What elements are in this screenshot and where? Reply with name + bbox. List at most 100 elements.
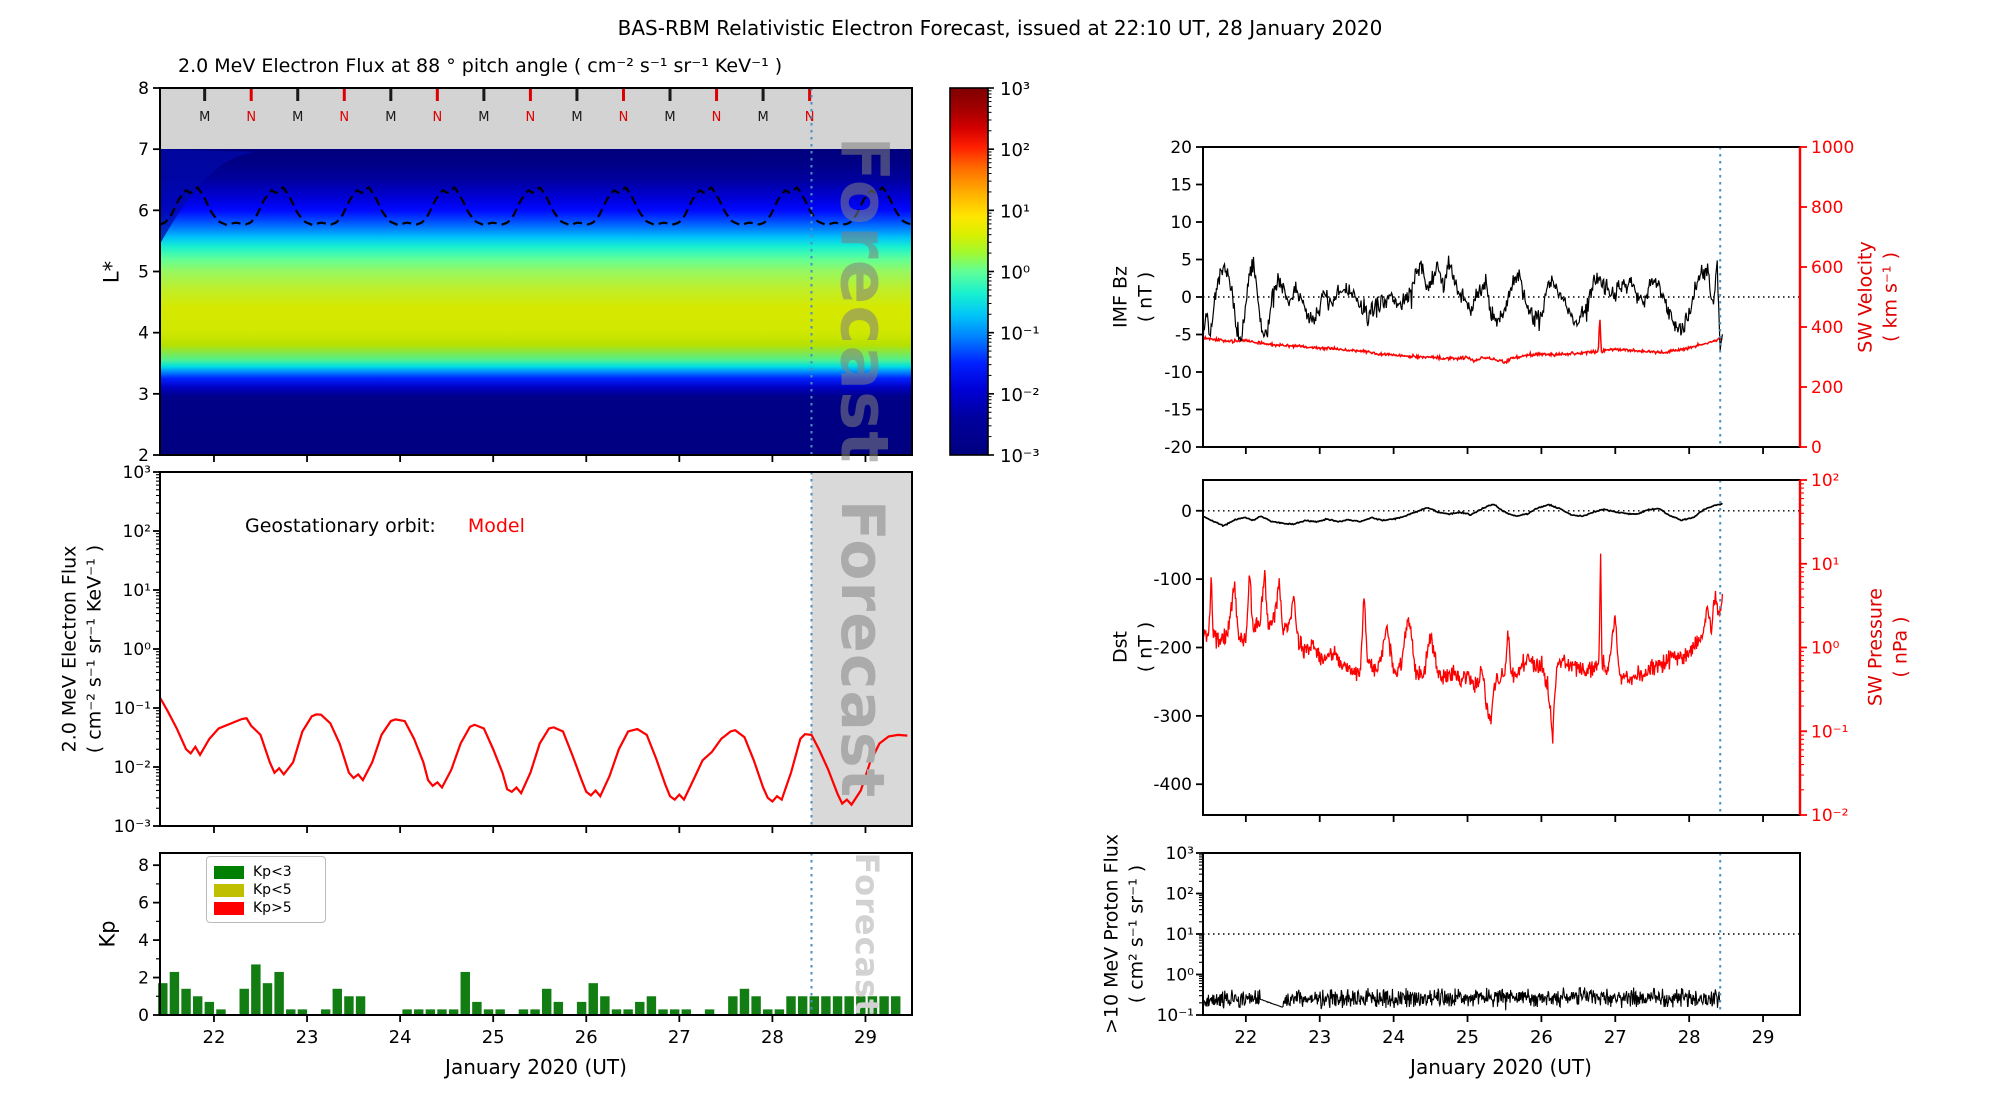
y-tick-label: 10⁻¹	[114, 699, 151, 719]
colorbar-tick-label: 10⁻³	[1000, 446, 1040, 467]
y-tick-label: 4	[138, 931, 149, 951]
y-tick-label: -100	[1153, 570, 1192, 590]
kp-bar	[286, 1009, 296, 1015]
kp-bar	[751, 996, 761, 1015]
sw-velocity-axis-label: SW Velocity ( km s⁻¹ )	[1854, 241, 1901, 353]
y-tick-label: -20	[1164, 438, 1192, 458]
y-tick-label: 10⁻³	[114, 817, 151, 837]
kp-bar	[681, 1009, 692, 1015]
y-tick-label: 10⁻¹	[1157, 1006, 1194, 1026]
kp-bar	[635, 1001, 645, 1015]
x-tick-label: 28	[1678, 1027, 1701, 1048]
imf-bz-axis-label: IMF Bz ( nT )	[1109, 266, 1156, 328]
kp-bar	[414, 1009, 424, 1015]
kp-bar	[809, 996, 819, 1015]
x-tick-label: 25	[482, 1027, 505, 1048]
heatmap-panel-title: 2.0 MeV Electron Flux at 88 ° pitch angl…	[178, 55, 783, 77]
kp-low-swatch	[214, 865, 244, 879]
noon-marker-label: N	[619, 110, 629, 125]
kp-bar	[763, 1009, 773, 1015]
y-tick-label: 10⁰	[1166, 966, 1195, 986]
x-tick-label: 24	[389, 1027, 412, 1048]
kp-bar	[483, 1009, 494, 1015]
noon-marker-label: N	[712, 110, 722, 125]
kp-bar	[623, 1009, 633, 1015]
kp-bar	[239, 988, 249, 1015]
y-tick-label: 20	[1170, 138, 1192, 158]
x-tick-label: 22	[203, 1027, 226, 1048]
y-tick-label: 10²	[123, 522, 151, 542]
noon-marker-label: N	[339, 110, 349, 125]
last-closed-drift-shell-line	[159, 185, 913, 227]
x-tick-label: 22	[1234, 1027, 1257, 1048]
kp-bar	[169, 971, 180, 1015]
geo-flux-forecast-watermark: Forecast	[827, 499, 897, 799]
kp-mid-swatch	[214, 883, 244, 897]
y-tick-label: 4	[138, 324, 149, 344]
sw-pressure-series	[1202, 553, 1724, 744]
colorbar	[949, 87, 989, 456]
kp-bar	[274, 971, 284, 1015]
y-tick-label: 6	[138, 201, 149, 221]
kp-bar	[530, 1009, 540, 1015]
dst-series	[1202, 502, 1723, 528]
kp-bar	[216, 1009, 226, 1015]
x-tick-label: 26	[575, 1027, 598, 1048]
left-xaxis-label: January 2020 (UT)	[445, 1055, 627, 1079]
kp-bar	[832, 996, 843, 1015]
geo-orbit-legend: Geostationary orbit: Model	[245, 515, 525, 537]
proton-flux-axis-label: >10 MeV Proton Flux ( cm² s⁻¹ sr⁻¹ )	[1100, 833, 1147, 1035]
y-tick-label: 7	[138, 140, 149, 160]
kp-forecast-watermark: Forecast	[848, 852, 886, 1016]
colorbar-tick-label: 10⁰	[1000, 263, 1030, 284]
geo-orbit-legend-prefix: Geostationary orbit:	[245, 515, 436, 537]
electron-flux-axis-label: 2.0 MeV Electron Flux ( cm⁻² s⁻¹ sr⁻¹ Ke…	[58, 544, 105, 754]
kp-bar	[739, 988, 750, 1015]
y-tick-label: -5	[1175, 326, 1192, 346]
kp-bar	[774, 1009, 785, 1015]
kp-bar	[704, 1009, 715, 1015]
y-tick-label: 0	[138, 1006, 149, 1026]
kp-bar	[192, 996, 203, 1015]
kp-bar	[437, 1009, 447, 1015]
midnight-marker-label: M	[757, 110, 768, 125]
y-tick-label: 10²	[1166, 885, 1194, 905]
kp-bar	[518, 1009, 529, 1015]
y-tick-label: 400	[1811, 318, 1843, 338]
y-tick-label: 10	[1170, 213, 1192, 233]
kp-legend-item-low: Kp<3	[214, 864, 318, 880]
colorbar-tick-label: 10³	[1000, 79, 1030, 100]
y-tick-label: 10²	[1811, 471, 1839, 491]
lstar-axis-label: L*	[99, 260, 124, 284]
x-tick-label: 23	[1308, 1027, 1331, 1048]
geo-orbit-legend-model: Model	[467, 515, 525, 537]
y-tick-label: 10⁻²	[1811, 806, 1848, 826]
kp-bar	[355, 996, 366, 1015]
right-xaxis-label: January 2020 (UT)	[1410, 1055, 1592, 1079]
y-tick-label: 8	[138, 79, 149, 99]
kp-legend: Kp<3 Kp<5 Kp>5	[206, 856, 326, 923]
x-tick-label: 26	[1530, 1027, 1553, 1048]
heatmap-top-band	[160, 88, 912, 149]
x-tick-label: 24	[1382, 1027, 1405, 1048]
kp-bar	[879, 996, 889, 1015]
colorbar-tick-label: 10¹	[1000, 201, 1030, 222]
midnight-marker-label: M	[571, 110, 582, 125]
y-tick-label: 10³	[1166, 844, 1194, 864]
y-tick-label: 2	[138, 446, 149, 466]
kp-bar	[844, 996, 854, 1015]
midnight-marker-label: M	[664, 110, 675, 125]
kp-bar	[262, 983, 273, 1015]
y-tick-label: 200	[1811, 378, 1843, 398]
y-tick-label: 800	[1811, 198, 1843, 218]
kp-mid-label: Kp<5	[253, 882, 292, 898]
noon-marker-label: N	[526, 110, 536, 125]
x-tick-label: 28	[761, 1027, 784, 1048]
x-tick-label: 29	[854, 1027, 877, 1048]
y-tick-label: 600	[1811, 258, 1843, 278]
kp-bar	[588, 983, 598, 1015]
kp-legend-item-mid: Kp<5	[214, 882, 318, 898]
kp-bar	[611, 1009, 622, 1015]
y-tick-label: 10¹	[1811, 555, 1839, 575]
